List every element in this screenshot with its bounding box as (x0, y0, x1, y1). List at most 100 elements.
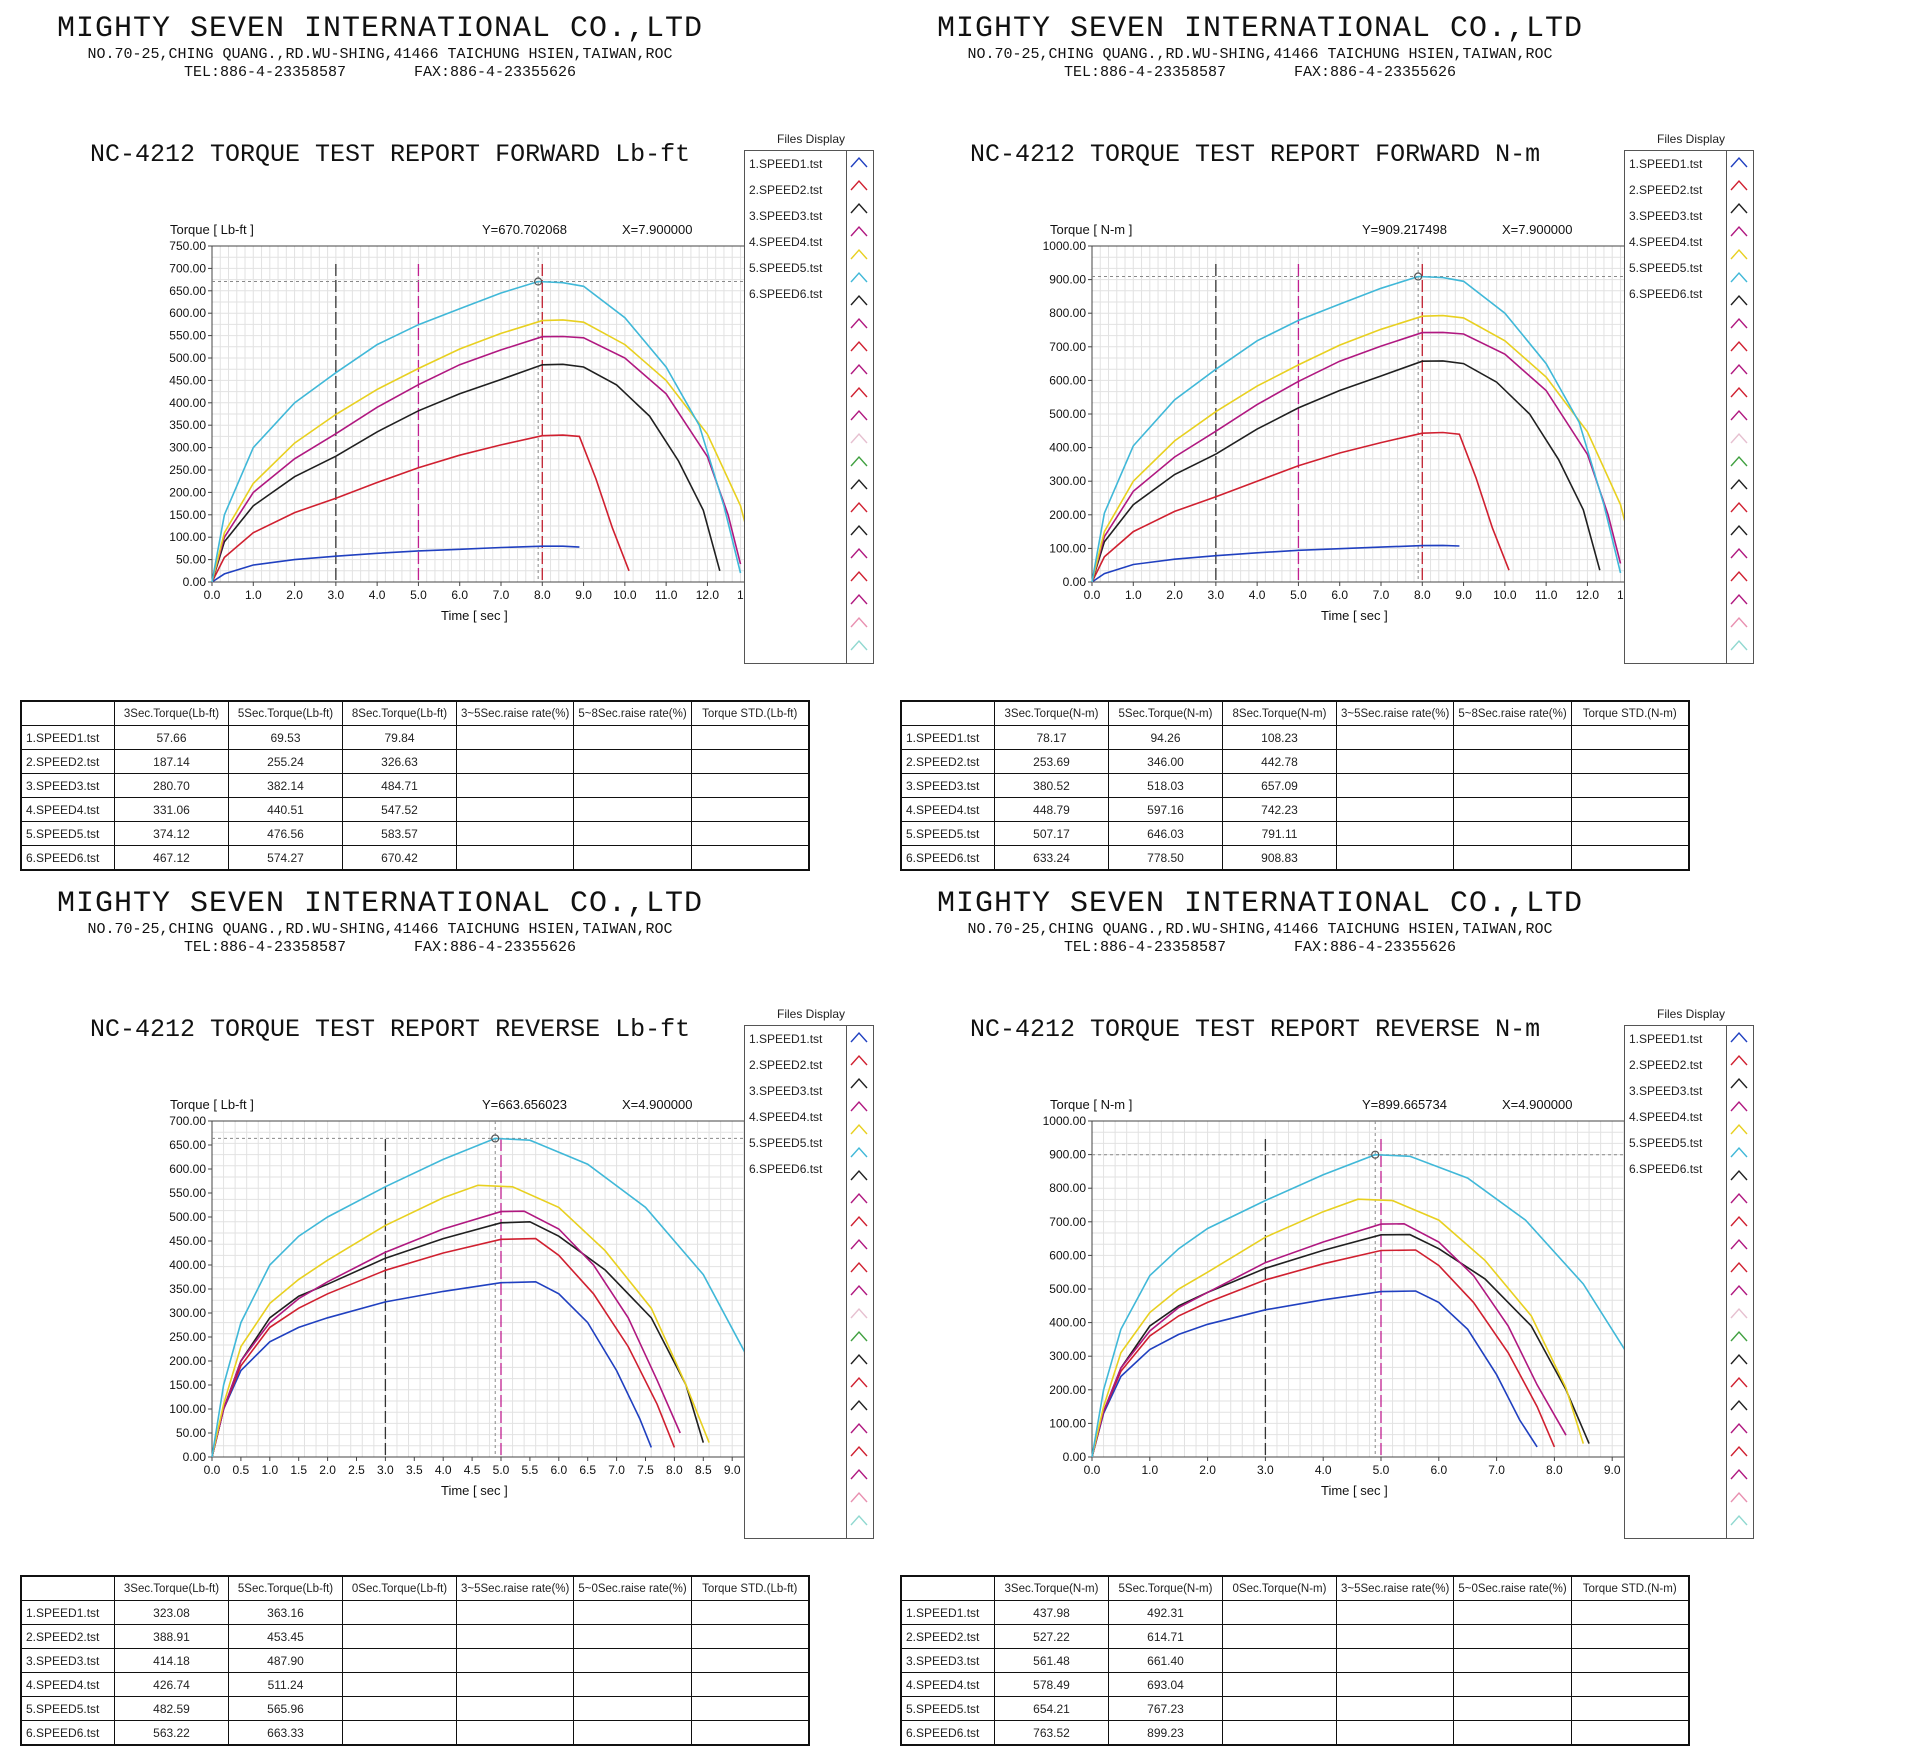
y-tick-label: 600.00 (169, 306, 206, 320)
series-line-speed6 (1091, 275, 1622, 583)
table-cell (690, 1672, 810, 1697)
color-swatch-icon (1730, 455, 1748, 467)
x-axis-label: Time [ sec ] (441, 608, 508, 623)
files-list-item[interactable]: 6.SPEED6.tst (749, 1162, 823, 1176)
table-cell (690, 797, 810, 822)
files-list-item[interactable]: 4.SPEED4.tst (1629, 235, 1703, 249)
report-forward-lbft: MIGHTY SEVEN INTERNATIONAL CO.,LTD NO.70… (0, 0, 960, 871)
files-list-item[interactable]: 5.SPEED5.tst (1629, 261, 1703, 275)
table-cell: 426.74 (114, 1672, 229, 1697)
color-swatch-icon (1730, 1169, 1748, 1181)
files-display-panel: Files Display 1.SPEED1.tst 2.SPEED2.tst 3.… (1624, 1007, 1754, 1541)
files-list-item[interactable]: 1.SPEED1.tst (749, 157, 823, 171)
torque-chart: 0.0 1.0 2.0 3.0 4.0 5.0 6.0 7.0 8.0 9.0 10.0 11.0 12… (1043, 222, 1682, 623)
files-list-item[interactable]: 3.SPEED3.tst (1629, 209, 1703, 223)
table-cell (1222, 1696, 1337, 1721)
cursor-point[interactable] (1371, 1150, 1380, 1159)
y-tick-label: 0.00 (183, 575, 207, 589)
table-cell: 108.23 (1222, 725, 1337, 750)
x-tick-label: 7.0 (1373, 588, 1390, 602)
files-list-box[interactable]: 1.SPEED1.tst 2.SPEED2.tst 3.SPEED3.tst 4.SP… (744, 150, 874, 664)
color-swatch-icon (1730, 156, 1748, 168)
y-axis-label: Torque [ N-m ] (1050, 1097, 1132, 1112)
x-tick-label: 0.0 (1084, 1463, 1101, 1477)
table-header-cell: 8Sec.Torque(N-m) (1222, 700, 1337, 726)
table-cell: 255.24 (228, 749, 343, 774)
x-tick-label: 6.0 (1331, 588, 1348, 602)
table-row: 2.SPEED2.tst 187.14 255.24 326.63 (20, 749, 810, 774)
table-row-label: 2.SPEED2.tst (900, 1624, 995, 1649)
table-cell (1570, 773, 1690, 798)
table-cell (1453, 821, 1572, 846)
files-list-item[interactable]: 2.SPEED2.tst (1629, 183, 1703, 197)
files-list-item[interactable]: 2.SPEED2.tst (749, 183, 823, 197)
files-list-item[interactable]: 3.SPEED3.tst (1629, 1084, 1703, 1098)
files-list-item[interactable]: 2.SPEED2.tst (1629, 1058, 1703, 1072)
files-list-item[interactable]: 4.SPEED4.tst (1629, 1110, 1703, 1124)
files-list-item[interactable]: 5.SPEED5.tst (749, 261, 823, 275)
color-swatch-icon (1730, 1353, 1748, 1365)
color-swatch-icon (850, 294, 868, 306)
table-cell (455, 773, 575, 798)
table-cell: 578.49 (994, 1672, 1109, 1697)
table-cell (1335, 797, 1455, 822)
color-swatch-icon (1730, 1445, 1748, 1457)
table-header-cell: 0Sec.Torque(N-m) (1222, 1575, 1337, 1601)
table-header-cell: 3Sec.Torque(N-m) (994, 1575, 1109, 1601)
y-tick-label: 400.00 (1049, 1316, 1086, 1330)
files-list-item[interactable]: 4.SPEED4.tst (749, 235, 823, 249)
color-swatch-icon (850, 1123, 868, 1135)
table-cell (1570, 1672, 1690, 1697)
files-list-item[interactable]: 3.SPEED3.tst (749, 1084, 823, 1098)
files-list-item[interactable]: 3.SPEED3.tst (749, 209, 823, 223)
files-list-item[interactable]: 2.SPEED2.tst (749, 1058, 823, 1072)
table-row-label: 1.SPEED1.tst (900, 1600, 995, 1625)
table-cell: 79.84 (342, 725, 457, 750)
cursor-readout-x: X=4.900000 (1502, 1097, 1572, 1112)
y-tick-label: 500.00 (169, 1210, 206, 1224)
table-cell (455, 1720, 575, 1746)
table-row: 1.SPEED1.tst 323.08 363.16 (20, 1600, 810, 1625)
table-cell (455, 725, 575, 750)
files-list-item[interactable]: 1.SPEED1.tst (1629, 1032, 1703, 1046)
table-row: 4.SPEED4.tst 426.74 511.24 (20, 1672, 810, 1697)
y-tick-label: 300.00 (1049, 474, 1086, 488)
table-header-cell: 5Sec.Torque(N-m) (1108, 1575, 1223, 1601)
files-list-box[interactable]: 1.SPEED1.tst 2.SPEED2.tst 3.SPEED3.tst 4.SP… (1624, 150, 1754, 664)
files-list-item[interactable]: 1.SPEED1.tst (749, 1032, 823, 1046)
table-cell (455, 749, 575, 774)
color-swatch-icon (1730, 294, 1748, 306)
files-list-item[interactable]: 4.SPEED4.tst (749, 1110, 823, 1124)
files-list-item[interactable]: 5.SPEED5.tst (749, 1136, 823, 1150)
files-list-box[interactable]: 1.SPEED1.tst 2.SPEED2.tst 3.SPEED3.tst 4.SP… (1624, 1025, 1754, 1539)
y-tick-label: 200.00 (169, 1354, 206, 1368)
cursor-point[interactable] (534, 277, 543, 286)
x-tick-label: 5.0 (1290, 588, 1307, 602)
x-tick-label: 1.0 (1141, 1463, 1158, 1477)
y-tick-label: 1000.00 (1043, 1114, 1087, 1128)
table-cell (573, 821, 692, 846)
y-tick-label: 500.00 (1049, 1282, 1086, 1296)
table-row: 1.SPEED1.tst 78.17 94.26 108.23 (900, 725, 1690, 750)
table-cell (573, 797, 692, 822)
cursor-point[interactable] (491, 1134, 500, 1143)
x-tick-label: 2.0 (1166, 588, 1183, 602)
y-tick-label: 400.00 (169, 1258, 206, 1272)
table-cell: 670.42 (342, 845, 457, 871)
company-name: MIGHTY SEVEN INTERNATIONAL CO.,LTD (56, 12, 704, 46)
series-line-speed4 (1091, 331, 1622, 583)
files-list-item[interactable]: 1.SPEED1.tst (1629, 157, 1703, 171)
y-tick-label: 550.00 (169, 329, 206, 343)
files-list-box[interactable]: 1.SPEED1.tst 2.SPEED2.tst 3.SPEED3.tst 4.SP… (744, 1025, 874, 1539)
table-row-label: 2.SPEED2.tst (20, 1624, 115, 1649)
table-cell: 453.45 (228, 1624, 343, 1649)
table-header-cell: 3~5Sec.raise rate(%) (1335, 700, 1455, 726)
files-list-item[interactable]: 6.SPEED6.tst (749, 287, 823, 301)
cursor-point[interactable] (1414, 272, 1423, 281)
files-list-item[interactable]: 6.SPEED6.tst (1629, 287, 1703, 301)
files-list-item[interactable]: 6.SPEED6.tst (1629, 1162, 1703, 1176)
color-swatch-icon (1730, 1376, 1748, 1388)
color-swatch-icon (1730, 409, 1748, 421)
x-tick-label: 10.0 (1493, 588, 1517, 602)
files-list-item[interactable]: 5.SPEED5.tst (1629, 1136, 1703, 1150)
